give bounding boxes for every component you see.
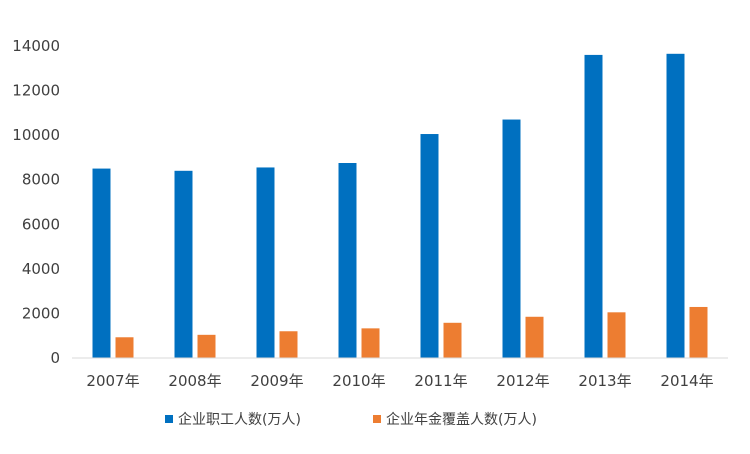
y-tick-label: 14000: [12, 37, 60, 55]
y-tick-label: 10000: [12, 126, 60, 144]
y-tick-label: 8000: [22, 171, 60, 189]
bar-series-2-2009年: [279, 331, 298, 358]
x-tick-label: 2013年: [578, 372, 631, 390]
x-tick-label: 2009年: [250, 372, 303, 390]
bar-series-2-2014年: [689, 306, 708, 358]
bar-series-1-2011年: [420, 134, 439, 358]
legend-swatch-1: [165, 415, 173, 423]
y-axis-tick-labels: 0 2000 4000 6000 8000 10000 12000 14000: [12, 37, 60, 367]
bar-series-1-2008年: [174, 170, 193, 358]
x-axis-tick-labels: 2007年 2008年 2009年 2010年 2011年 2012年 2013年 2014年: [86, 372, 713, 390]
y-tick-label: 0: [50, 349, 60, 367]
bar-series-1-2007年: [92, 168, 111, 358]
y-tick-label: 2000: [22, 304, 60, 322]
bar-series-1-2010年: [338, 163, 357, 358]
legend-label-2: 企业年金覆盖人数(万人): [386, 411, 537, 428]
x-tick-label: 2014年: [660, 372, 713, 390]
x-tick-label: 2010年: [332, 372, 385, 390]
legend-label-1: 企业职工人数(万人): [178, 411, 301, 428]
bar-series-2-2012年: [525, 316, 544, 358]
bar-series-2-2011年: [443, 322, 462, 358]
legend-swatch-2: [373, 415, 381, 423]
bar-series-2-2007年: [115, 337, 134, 358]
y-tick-label: 4000: [22, 260, 60, 278]
y-tick-label: 12000: [12, 82, 60, 100]
bar-series-1-2013年: [584, 54, 603, 359]
bar-series-2-2013年: [607, 312, 626, 358]
x-tick-label: 2007年: [86, 372, 139, 390]
x-tick-label: 2011年: [414, 372, 467, 390]
x-tick-label: 2012年: [496, 372, 549, 390]
bars-group: [92, 53, 708, 359]
bar-series-2-2008年: [197, 334, 216, 358]
legend: 企业职工人数(万人) 企业年金覆盖人数(万人): [165, 411, 537, 428]
x-tick-label: 2008年: [168, 372, 221, 390]
y-tick-label: 6000: [22, 215, 60, 233]
bar-series-1-2009年: [256, 167, 275, 358]
bar-series-1-2014年: [666, 53, 685, 359]
bar-series-1-2012年: [502, 119, 521, 359]
bar-series-2-2010年: [361, 328, 380, 358]
